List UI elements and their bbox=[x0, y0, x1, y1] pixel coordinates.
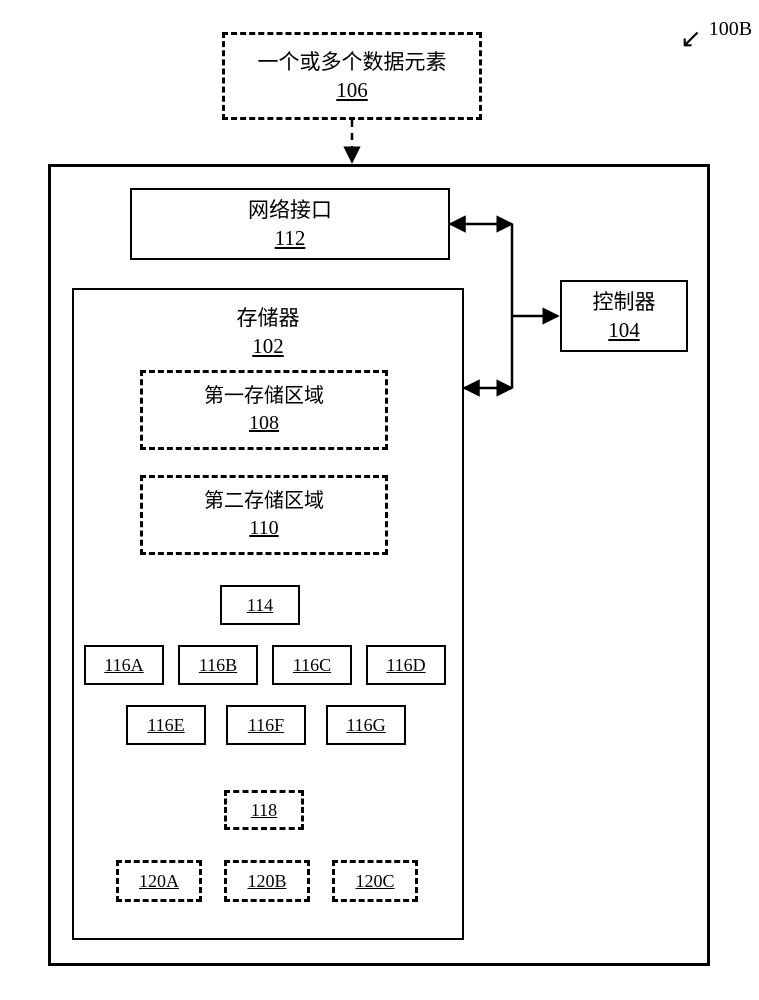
box-116b: 116B bbox=[178, 645, 258, 685]
box-116c: 116C bbox=[272, 645, 352, 685]
box-116e: 116E bbox=[126, 705, 206, 745]
box-data-elements: 一个或多个数据元素 106 bbox=[222, 32, 482, 120]
ref-120a: 120A bbox=[139, 869, 179, 893]
label-data-elements: 一个或多个数据元素 bbox=[258, 48, 447, 76]
box-114: 114 bbox=[220, 585, 300, 625]
box-118: 118 bbox=[224, 790, 304, 830]
figure-label: ↙ 100B bbox=[680, 18, 752, 48]
box-120b: 120B bbox=[224, 860, 310, 902]
ref-108: 108 bbox=[249, 410, 279, 437]
diagram-canvas: ↙ 100B 一个或多个数据元素 106 网络接口 112 控制器 104 存储… bbox=[0, 0, 759, 1000]
box-116f: 116F bbox=[226, 705, 306, 745]
ref-116f: 116F bbox=[248, 713, 284, 737]
ref-116e: 116E bbox=[147, 713, 184, 737]
ref-112: 112 bbox=[275, 224, 306, 252]
box-120a: 120A bbox=[116, 860, 202, 902]
ref-104: 104 bbox=[608, 316, 640, 344]
ref-116g: 116G bbox=[346, 713, 385, 737]
ref-114: 114 bbox=[247, 593, 273, 617]
box-116d: 116D bbox=[366, 645, 446, 685]
box-second-storage-area: 第二存储区域 110 bbox=[140, 475, 388, 555]
ref-106: 106 bbox=[336, 76, 368, 104]
label-second-storage-area: 第二存储区域 bbox=[204, 488, 324, 515]
label-memory: 存储器 bbox=[237, 306, 300, 330]
ref-110: 110 bbox=[249, 515, 278, 542]
ref-120c: 120C bbox=[355, 869, 394, 893]
ref-116c: 116C bbox=[293, 653, 331, 677]
ref-116d: 116D bbox=[386, 653, 425, 677]
box-116a: 116A bbox=[84, 645, 164, 685]
ref-118: 118 bbox=[251, 798, 277, 822]
box-first-storage-area: 第一存储区域 108 bbox=[140, 370, 388, 450]
box-116g: 116G bbox=[326, 705, 406, 745]
ref-102: 102 bbox=[252, 334, 284, 358]
label-network-interface: 网络接口 bbox=[248, 196, 332, 224]
ref-116b: 116B bbox=[199, 653, 237, 677]
ref-120b: 120B bbox=[247, 869, 286, 893]
box-network-interface: 网络接口 112 bbox=[130, 188, 450, 260]
box-controller: 控制器 104 bbox=[560, 280, 688, 352]
box-120c: 120C bbox=[332, 860, 418, 902]
ref-116a: 116A bbox=[104, 653, 143, 677]
label-controller: 控制器 bbox=[593, 288, 656, 316]
label-first-storage-area: 第一存储区域 bbox=[204, 383, 324, 410]
